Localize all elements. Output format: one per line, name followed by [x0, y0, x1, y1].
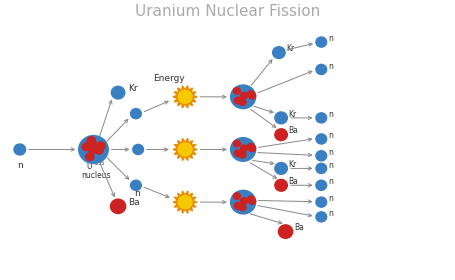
Text: Kr: Kr	[128, 84, 137, 93]
Circle shape	[240, 92, 248, 99]
Circle shape	[234, 150, 241, 157]
Circle shape	[273, 47, 285, 59]
Circle shape	[247, 91, 254, 97]
Circle shape	[247, 196, 254, 203]
Text: U $^{235}$: U $^{235}$	[86, 159, 106, 172]
Text: Ba: Ba	[288, 127, 298, 136]
Circle shape	[87, 137, 96, 144]
Circle shape	[131, 180, 142, 190]
Text: n: n	[328, 178, 333, 186]
Circle shape	[316, 197, 327, 207]
Circle shape	[240, 198, 248, 204]
Circle shape	[233, 88, 240, 94]
Text: n: n	[17, 161, 23, 170]
Circle shape	[178, 90, 192, 103]
Circle shape	[14, 144, 25, 155]
Circle shape	[275, 112, 288, 124]
Text: Kr: Kr	[288, 160, 297, 169]
Circle shape	[79, 136, 108, 163]
Circle shape	[248, 198, 256, 204]
Circle shape	[233, 140, 240, 147]
Circle shape	[275, 162, 288, 174]
Circle shape	[316, 151, 327, 161]
Circle shape	[178, 195, 192, 209]
Text: n: n	[328, 62, 333, 71]
Circle shape	[316, 113, 327, 123]
Circle shape	[248, 145, 256, 152]
Text: nucleus: nucleus	[81, 171, 111, 180]
Circle shape	[233, 193, 240, 199]
Circle shape	[316, 37, 327, 47]
Text: n: n	[134, 189, 140, 198]
Circle shape	[89, 146, 97, 153]
Circle shape	[239, 204, 246, 211]
Circle shape	[248, 92, 256, 99]
Text: Energy: Energy	[153, 74, 185, 83]
Circle shape	[247, 143, 254, 150]
Text: Ba: Ba	[294, 223, 304, 232]
Circle shape	[316, 163, 327, 174]
Text: n: n	[328, 34, 333, 43]
Text: n: n	[328, 194, 333, 203]
Circle shape	[316, 134, 327, 144]
Text: Kr: Kr	[287, 44, 295, 53]
Circle shape	[231, 138, 256, 161]
Circle shape	[316, 212, 327, 222]
Circle shape	[97, 142, 105, 150]
Text: Kr: Kr	[288, 109, 297, 119]
Circle shape	[86, 153, 94, 161]
Circle shape	[231, 85, 256, 109]
Text: n: n	[328, 209, 333, 218]
Circle shape	[133, 144, 143, 155]
Circle shape	[275, 179, 288, 191]
Text: n: n	[328, 131, 333, 140]
Circle shape	[89, 145, 97, 153]
Circle shape	[234, 202, 241, 209]
Circle shape	[111, 199, 126, 213]
Text: n: n	[328, 148, 333, 157]
Text: Ba: Ba	[288, 177, 298, 186]
Circle shape	[275, 129, 288, 141]
Circle shape	[89, 141, 97, 148]
Text: n: n	[328, 110, 333, 119]
Circle shape	[278, 225, 293, 238]
Circle shape	[316, 180, 327, 190]
Title: Uranium Nuclear Fission: Uranium Nuclear Fission	[135, 4, 320, 19]
Circle shape	[240, 145, 248, 152]
Circle shape	[231, 190, 256, 214]
Circle shape	[95, 146, 103, 154]
Polygon shape	[173, 191, 197, 213]
Text: Ba: Ba	[128, 198, 140, 207]
Circle shape	[239, 99, 246, 105]
Polygon shape	[173, 138, 197, 160]
Circle shape	[178, 143, 192, 156]
Circle shape	[234, 97, 241, 104]
Circle shape	[111, 86, 125, 99]
Polygon shape	[173, 86, 197, 108]
Circle shape	[131, 109, 142, 119]
Circle shape	[82, 143, 91, 151]
Circle shape	[316, 64, 327, 74]
Text: n: n	[328, 161, 333, 170]
Circle shape	[239, 151, 246, 158]
